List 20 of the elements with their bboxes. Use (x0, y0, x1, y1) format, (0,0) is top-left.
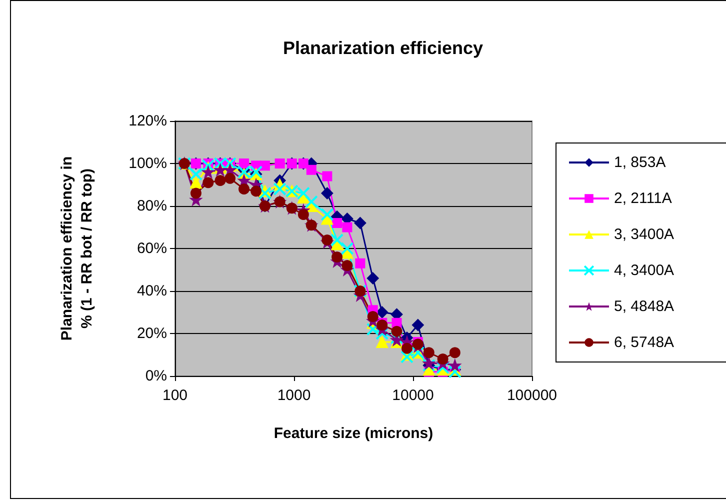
x-tick-label: 10000 (392, 387, 434, 404)
y-tick-label: 0% (145, 368, 167, 384)
y-tick-label: 60% (136, 240, 167, 257)
legend-label: 3, 3400A (614, 226, 674, 243)
x-tick-label: 100000 (506, 387, 558, 404)
legend-label: 4, 3400A (614, 262, 674, 279)
y-axis-title: Planarization efficiency in % (1 - RR bot / RR top) (58, 156, 96, 341)
legend-label: 1, 853A (614, 154, 666, 171)
x-tick-label: 100 (162, 387, 188, 404)
y-tick-label: 20% (136, 325, 167, 342)
y-tick-label: 100% (128, 155, 167, 172)
x-axis-title: Feature size (microns) (274, 425, 434, 442)
legend-label: 5, 4848A (614, 298, 674, 315)
y-tick-label: 120% (128, 112, 167, 130)
chart-title: Planarization efficiency (282, 38, 484, 58)
x-tick-label: 1000 (277, 387, 311, 404)
y-tick-label: 40% (136, 282, 167, 300)
legend-label: 2, 2111A (614, 190, 672, 207)
legend-label: 6, 5748A (614, 334, 674, 351)
y-tick-label: 80% (136, 198, 167, 214)
